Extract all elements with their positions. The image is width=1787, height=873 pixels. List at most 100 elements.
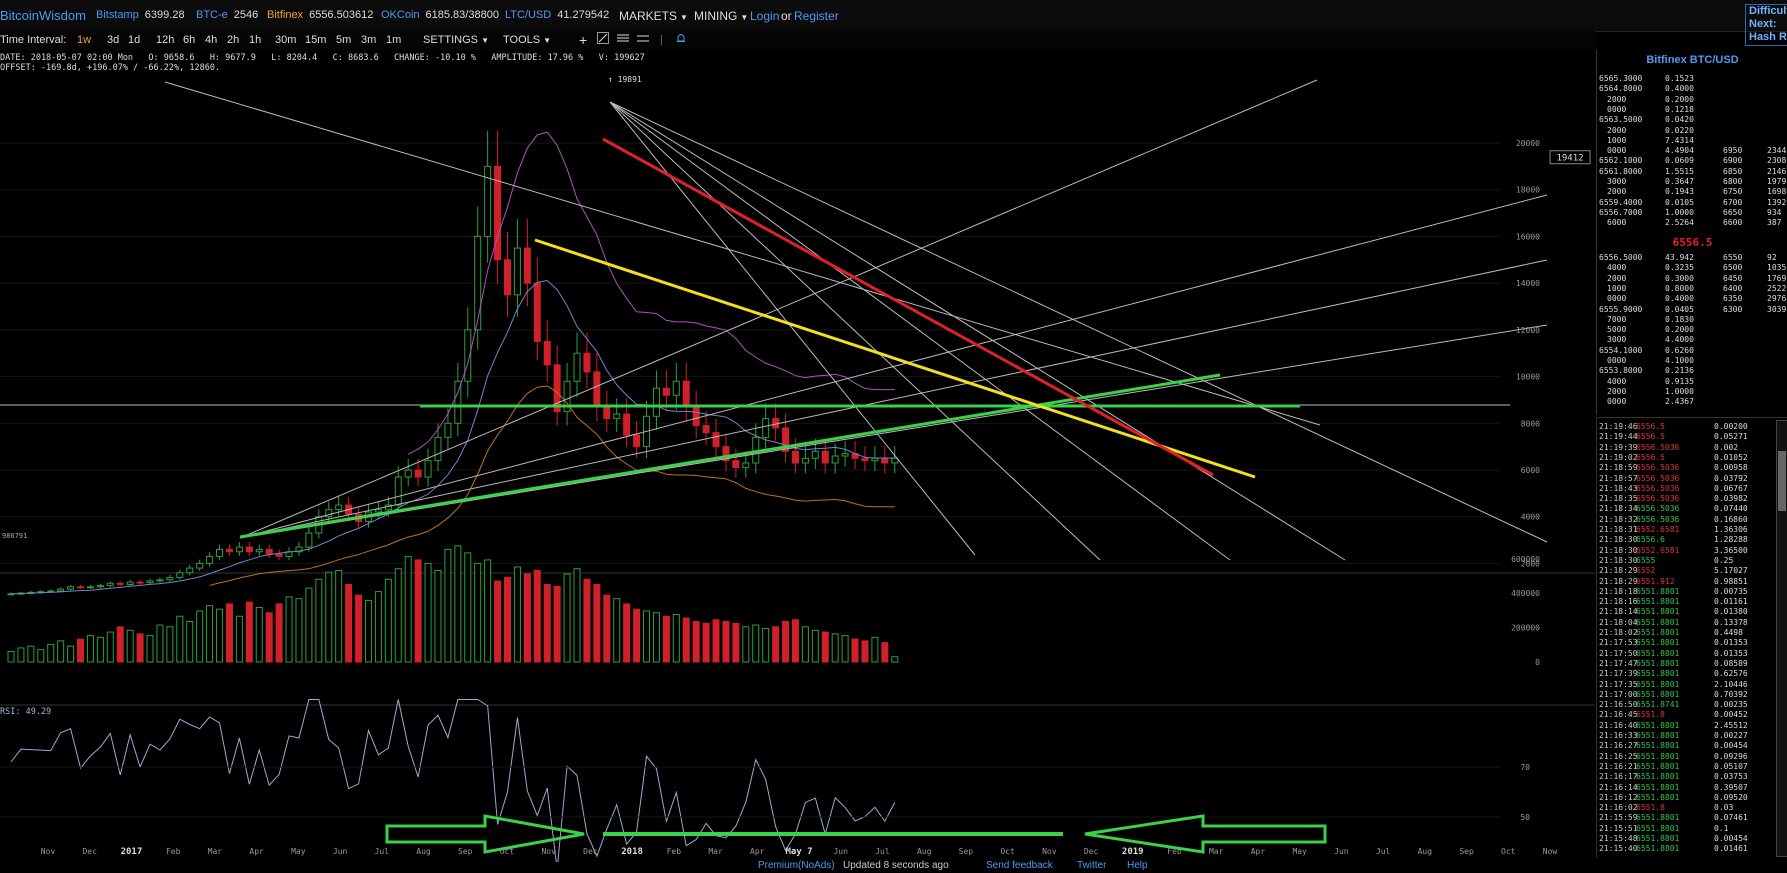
candle-body [116, 582, 124, 585]
order-book-bid-row[interactable]: 2000 0.3000 6450 1769 [1607, 273, 1787, 283]
order-book-ask-row[interactable]: 6565.3000 0.1523 [1599, 74, 1694, 83]
trade-row: 21:16:45 6551.8 0.00452 [1599, 710, 1748, 720]
ticker-okcoin[interactable]: OKCoin 6185.83/38800 [381, 9, 499, 21]
price-chart[interactable]: ↑ 19891 2000 4000 6000 8000 10000 12000 14000 1… [0, 50, 1595, 862]
trade-row: 21:18:31 6552.6581 1.36306 [1599, 525, 1748, 534]
candle-body [881, 457, 889, 464]
volume-bar [146, 635, 154, 663]
order-book-bid-row[interactable]: 6556.5000 43.942 6550 92 [1599, 253, 1777, 262]
interval-30m[interactable]: 30m [275, 34, 297, 46]
order-book-bid-row[interactable]: 7000 0.1830 [1607, 314, 1694, 324]
help-link[interactable]: Help [1127, 860, 1148, 871]
order-book-ask-row[interactable]: 6561.8000 1.5515 6850 2146 [1599, 166, 1787, 176]
interval-6h[interactable]: 6h [183, 34, 196, 46]
mining-menu[interactable]: MINING ▼ [694, 9, 749, 23]
tools-menu[interactable]: TOOLS ▼ [503, 34, 552, 46]
crosshair-icon[interactable]: + [579, 32, 588, 48]
interval-1d[interactable]: 1d [128, 34, 141, 46]
interval-15m[interactable]: 15m [305, 34, 327, 46]
candle-body [553, 364, 561, 413]
order-book-bid-row[interactable]: 3000 4.4000 [1607, 335, 1694, 345]
rsi-tick-label: 50 [1520, 813, 1530, 822]
time-tick-label: May [291, 847, 306, 856]
scrollbar-thumb[interactable] [1778, 451, 1786, 511]
trade-row: 21:17:53 6551.8801 0.01353 [1599, 638, 1748, 648]
order-book-bid-row[interactable]: 4000 0.9135 [1607, 376, 1694, 386]
order-book-ask-row[interactable]: 2000 0.1943 6750 1698 [1607, 187, 1787, 197]
volume-bar [414, 559, 422, 663]
trades-scrollbar[interactable] [1776, 420, 1787, 857]
brand-logo[interactable]: BitcoinWisdom [0, 8, 86, 23]
markets-menu[interactable]: MARKETS ▼ [619, 9, 688, 23]
volume-bar [295, 598, 303, 663]
ticker-bitstamp[interactable]: Bitstamp 6399.28 [96, 9, 185, 21]
order-book-bid-row[interactable]: 6555.9000 0.0405 6300 3039 [1599, 304, 1787, 314]
register-link[interactable]: Register [794, 9, 839, 23]
settings-menu[interactable]: SETTINGS ▼ [423, 34, 489, 46]
order-book-bid-row[interactable]: 0000 0.4000 6350 2976 [1607, 294, 1787, 304]
twitter-link[interactable]: Twitter [1077, 860, 1107, 871]
interval-1m[interactable]: 1m [386, 34, 402, 46]
ticker-btce[interactable]: BTC-e 2546 [196, 9, 259, 21]
order-book-ask-row[interactable]: 2000 0.0220 [1607, 125, 1694, 135]
order-book-bid-row[interactable]: 5000 0.2000 [1607, 325, 1694, 335]
order-book-bid-row[interactable]: 0000 2.4367 [1607, 397, 1694, 407]
candle-body [563, 380, 571, 413]
order-book-ask-row[interactable]: 6564.8000 0.4000 [1599, 84, 1694, 94]
candle-body [523, 247, 531, 284]
alert-bell-icon[interactable] [675, 32, 687, 47]
volume-bar [17, 647, 25, 663]
candle-body [474, 235, 482, 331]
ticker-ltcusd[interactable]: LTC/USD 41.279542 [505, 9, 610, 21]
time-tick-label: Dec [583, 847, 598, 856]
trade-row: 21:15:48 6551.8801 0.00454 [1599, 834, 1748, 843]
order-book-ask-row[interactable]: 0000 4.4904 6950 2344 [1607, 146, 1787, 156]
trade-row: 21:16:27 6551.8801 0.00454 [1599, 741, 1748, 751]
chevron-down-icon: ▼ [543, 36, 552, 45]
order-book-ask-row[interactable]: 1000 7.4314 [1607, 135, 1694, 145]
order-book-bid-row[interactable]: 6553.8000 0.2136 [1599, 366, 1694, 376]
order-book-ask-row[interactable]: 6000 2.5264 6600 387 [1607, 218, 1782, 228]
trendline-icon[interactable] [597, 32, 609, 47]
interval-3d[interactable]: 3d [107, 34, 120, 46]
fib-icon[interactable] [637, 32, 649, 47]
interval-1h[interactable]: 1h [249, 34, 262, 46]
order-book-ask-row[interactable]: 6562.1000 0.0609 6900 2308 [1599, 156, 1787, 166]
interval-5m[interactable]: 5m [336, 34, 352, 46]
order-book-bid-row[interactable]: 2000 1.0000 [1607, 386, 1694, 396]
trade-row: 21:19:02 6556.5 0.01052 [1599, 452, 1748, 462]
login-link[interactable]: Login [750, 9, 780, 23]
order-book-ask-row[interactable]: 3000 0.3647 6800 1979 [1607, 177, 1787, 186]
time-tick-label: Feb [667, 847, 682, 856]
order-book-bid-row[interactable]: 6554.1000 0.6260 [1599, 345, 1694, 355]
volume-bar [533, 569, 541, 663]
order-book-ask-row[interactable]: 0000 0.1218 [1607, 104, 1694, 114]
green-rising-trendline [239, 373, 1221, 539]
ticker-bitfinex[interactable]: Bitfinex 6556.503612 [267, 9, 374, 21]
order-book-ask-row[interactable]: 6556.7000 1.0000 6650 934 [1599, 207, 1782, 217]
order-book-ask-row[interactable]: 6559.4000 0.0105 6700 1392 [1599, 197, 1787, 207]
time-tick-label: May [1292, 847, 1307, 856]
volume-bar [384, 578, 392, 663]
order-book-ask-row[interactable]: 6563.5000 0.0420 [1599, 115, 1694, 125]
interval-2h[interactable]: 2h [227, 34, 240, 46]
time-tick-label: Sep [959, 847, 974, 856]
interval-3m[interactable]: 3m [361, 34, 377, 46]
order-book-bid-row[interactable]: 1000 0.8000 6400 2522 [1607, 283, 1787, 293]
order-book-bid-row[interactable]: 0000 4.1000 [1607, 356, 1694, 365]
time-tick-label: Nov [541, 847, 556, 856]
hline-icon[interactable] [617, 32, 629, 47]
interval-12h[interactable]: 12h [156, 34, 175, 46]
candle-body [722, 446, 730, 462]
order-book-ask-row[interactable]: 2000 0.2000 [1607, 94, 1694, 104]
candle-body [374, 509, 382, 513]
feedback-link[interactable]: Send feedback [986, 860, 1053, 871]
interval-4h[interactable]: 4h [205, 34, 218, 46]
volume-bar [623, 603, 631, 663]
green-bar [603, 832, 1063, 836]
interval-1w[interactable]: 1w [77, 34, 92, 46]
order-book-bid-row[interactable]: 4000 0.3235 6500 1035 [1607, 263, 1787, 273]
premium-link[interactable]: Premium(NoAds) [758, 860, 835, 871]
time-tick-label: Dec [82, 847, 97, 856]
time-tick-label: Jul [375, 847, 390, 856]
